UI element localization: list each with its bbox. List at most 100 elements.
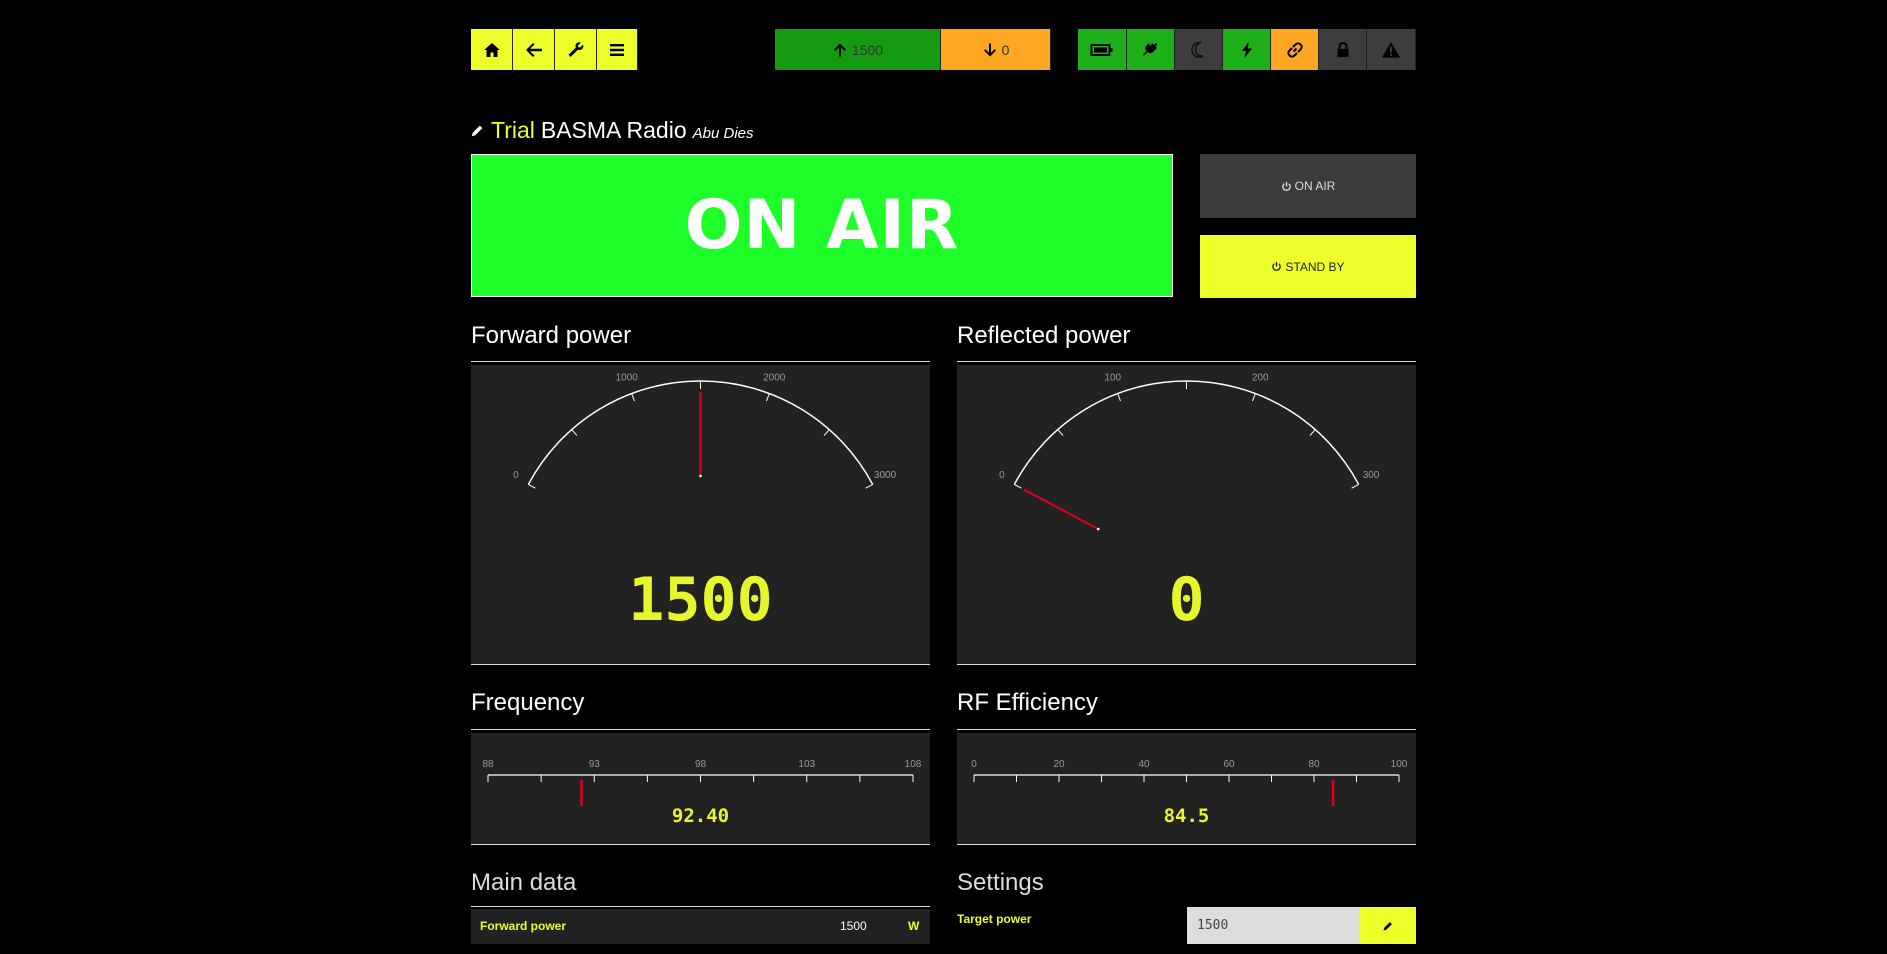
gauge-tick-label: 3000 [874,470,897,481]
station-name: BASMA Radio [540,117,687,143]
arrow-up-icon [833,43,846,56]
forward-power-gauge: 0 1000 2000 3000 1500 [471,365,930,665]
power-down-counter[interactable]: 0 [941,29,1051,70]
divider [957,729,1416,730]
back-button[interactable] [513,29,555,70]
gauge-tick-label: 200 [1252,372,1269,383]
warning-icon [1382,41,1400,57]
divider [471,729,930,730]
frequency-scale-track: 88 93 98 103 108 [482,759,922,806]
arrow-left-icon [525,42,542,57]
divider [471,906,930,907]
edit-target-power-button[interactable] [1360,907,1416,944]
scale-tick-label: 0 [971,759,977,770]
main-data-row: Forward power 1500 W [471,909,930,944]
link-status[interactable] [1271,29,1319,70]
night-mode-status[interactable] [1175,29,1223,70]
scale-tick-label: 108 [905,759,922,770]
rf-efficiency-scale: 0 20 40 60 80 100 84.5 [957,733,1416,845]
bolt-icon [1241,41,1252,58]
scale-tick-label: 93 [589,759,601,770]
gauge-tick-label: 0 [999,470,1005,481]
on-air-button[interactable]: ON AIR [1200,154,1416,218]
frequency-readout: 92.40 [671,805,730,827]
battery-icon [1090,43,1113,56]
reflected-gauge-dial: 0 100 200 300 [999,372,1380,531]
power-icon [1272,261,1282,271]
wrench-icon [568,41,583,57]
plug-icon [1142,42,1157,55]
station-location: Abu Dies [692,125,754,142]
pencil-icon [471,125,483,137]
gauge-tick [1014,484,1022,489]
menu-button[interactable] [597,29,638,70]
power-status[interactable] [1223,29,1271,70]
reflected-power-readout: 0 [1168,565,1205,635]
edit-station-button[interactable] [470,117,485,144]
scale-tick-label: 100 [1391,759,1408,770]
settings-title: Settings [957,869,1044,896]
stand-by-button-label: STAND BY [1285,259,1345,274]
main-data-label: Forward power [480,919,567,933]
home-button[interactable] [471,29,513,70]
rf-efficiency-scale-track: 0 20 40 60 80 100 [971,759,1408,806]
counter-down-value: 0 [1001,41,1010,58]
frequency-title: Frequency [471,689,585,716]
scale-tick-label: 103 [798,759,815,770]
station-title: Trial BASMA Radio Abu Dies [470,117,754,144]
mains-status[interactable] [1127,29,1175,70]
gauge-tick [571,429,578,436]
main-data-unit: W [908,919,920,933]
settings-button[interactable] [555,29,597,70]
home-icon [483,42,500,57]
battery-status[interactable] [1078,29,1127,70]
gauge-tick [865,484,873,489]
gauge-needle-pivot [699,474,702,478]
forward-power-title: Forward power [471,322,632,349]
reflected-power-title: Reflected power [957,322,1131,349]
rf-efficiency-title: RF Efficiency [957,689,1098,716]
gauge-tick [1252,393,1256,402]
counter-up-value: 1500 [851,41,884,58]
gauge-tick-label: 300 [1363,470,1380,481]
menu-icon [610,43,624,56]
warning-status[interactable] [1367,29,1416,70]
scale-tick-label: 88 [482,759,494,770]
station-badge: Trial [491,117,535,143]
target-power-input[interactable]: 1500 [1187,907,1360,944]
frequency-scale: 88 93 98 103 108 92.40 [471,733,930,845]
pencil-icon [1383,921,1392,930]
forward-gauge-dial: 0 1000 2000 3000 [513,372,897,489]
scale-tick-label: 40 [1138,759,1150,770]
scale-tick-label: 60 [1223,759,1235,770]
gauge-tick [1309,429,1316,436]
main-data-title: Main data [471,869,577,896]
gauge-arc [1013,380,1360,485]
divider [471,361,930,362]
gauge-tick [631,393,635,402]
on-air-button-label: ON AIR [1294,179,1336,193]
lock-status[interactable] [1319,29,1367,70]
power-up-counter[interactable]: 1500 [775,29,941,70]
link-icon [1286,41,1303,58]
arrow-down-icon [983,43,996,56]
stand-by-button[interactable]: STAND BY [1200,235,1416,298]
lock-icon [1337,41,1348,57]
divider [957,361,1416,362]
scale-tick-label: 98 [695,759,707,770]
gauge-tick-label: 2000 [763,372,786,383]
scale-tick-label: 20 [1053,759,1065,770]
gauge-tick-label: 1000 [616,372,639,383]
gauge-needle [1023,488,1099,530]
gauge-tick [1117,393,1121,402]
on-air-status-banner: ON AIR [471,154,1173,297]
gauge-tick-label: 0 [513,470,519,481]
reflected-power-gauge: 0 100 200 300 0 [957,365,1416,665]
gauge-tick [766,393,770,402]
power-icon [1281,181,1291,191]
main-data-value: 1500 [840,919,867,933]
gauge-tick [823,429,830,436]
gauge-needle-pivot [1096,527,1100,531]
target-power-label: Target power [957,912,1032,926]
gauge-tick [528,484,536,489]
